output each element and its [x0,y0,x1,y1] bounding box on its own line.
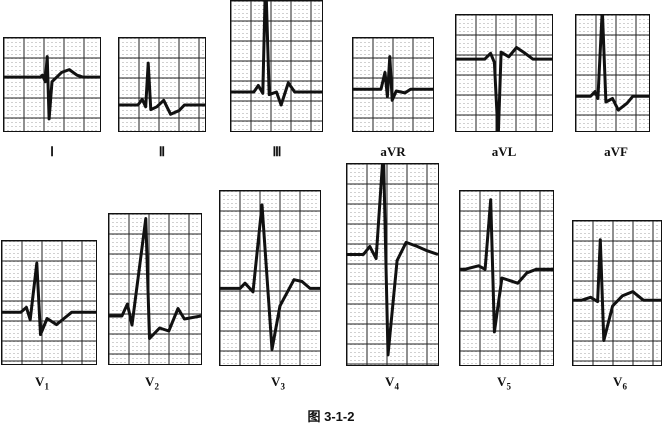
ecg-waveform [119,61,205,116]
ecg-trace-lead-V5 [460,191,553,365]
lead-label-aVR: aVR [380,144,406,159]
ecg-panel-lead-V5 [459,190,554,366]
ecg-trace-lead-II [119,38,205,131]
lead-label-V2: V2 [145,374,159,392]
ecg-panel-lead-V2 [108,213,202,365]
ecg-panel-lead-aVL [455,14,553,132]
lead-label-V6: V6 [613,374,627,392]
ecg-waveform [576,15,649,112]
ecg-panel-lead-V3 [219,190,321,366]
lead-label-I: Ⅰ [50,144,54,159]
lead-label-V1: V1 [35,374,49,392]
lead-label-V4: V4 [385,374,399,392]
lead-label-V5: V5 [497,374,511,392]
ecg-trace-lead-aVL [456,15,552,131]
ecg-panel-lead-I [3,37,101,132]
ecg-waveform [347,164,438,357]
ecg-panel-lead-aVR [352,37,434,132]
ecg-waveform [109,217,201,340]
ecg-trace-lead-aVR [353,38,433,131]
lead-label-V3: V3 [271,374,285,392]
ecg-trace-lead-III [231,1,322,131]
ecg-panel-lead-V4 [346,163,439,366]
ecg-trace-lead-I [4,38,100,131]
ecg-panel-lead-II [118,37,206,132]
ecg-waveform [2,261,96,336]
lead-label-II: Ⅱ [158,144,166,159]
lead-label-aVF: aVF [604,144,628,159]
ecg-waveform [353,55,433,102]
ecg-panel-lead-V1 [1,240,97,365]
lead-label-III: Ⅲ [272,144,282,159]
ecg-waveform [460,198,553,334]
ecg-trace-lead-aVF [576,15,649,131]
ecg-trace-lead-V3 [220,191,320,365]
ecg-waveform [456,46,552,131]
ecg-trace-lead-V1 [2,241,96,364]
ecg-waveform [220,203,320,351]
ecg-trace-lead-V6 [573,221,661,365]
ecg-waveform [4,55,100,121]
lead-label-aVL: aVL [491,144,517,159]
ecg-panel-lead-aVF [575,14,650,132]
figure-caption: 图 3-1-2 [307,409,355,424]
ecg-trace-lead-V2 [109,214,201,364]
ecg-panel-lead-V6 [572,220,662,366]
ecg-panel-lead-III [230,0,323,132]
ecg-waveform [573,238,661,342]
ecg-waveform [231,1,322,107]
ecg-trace-lead-V4 [347,164,438,365]
